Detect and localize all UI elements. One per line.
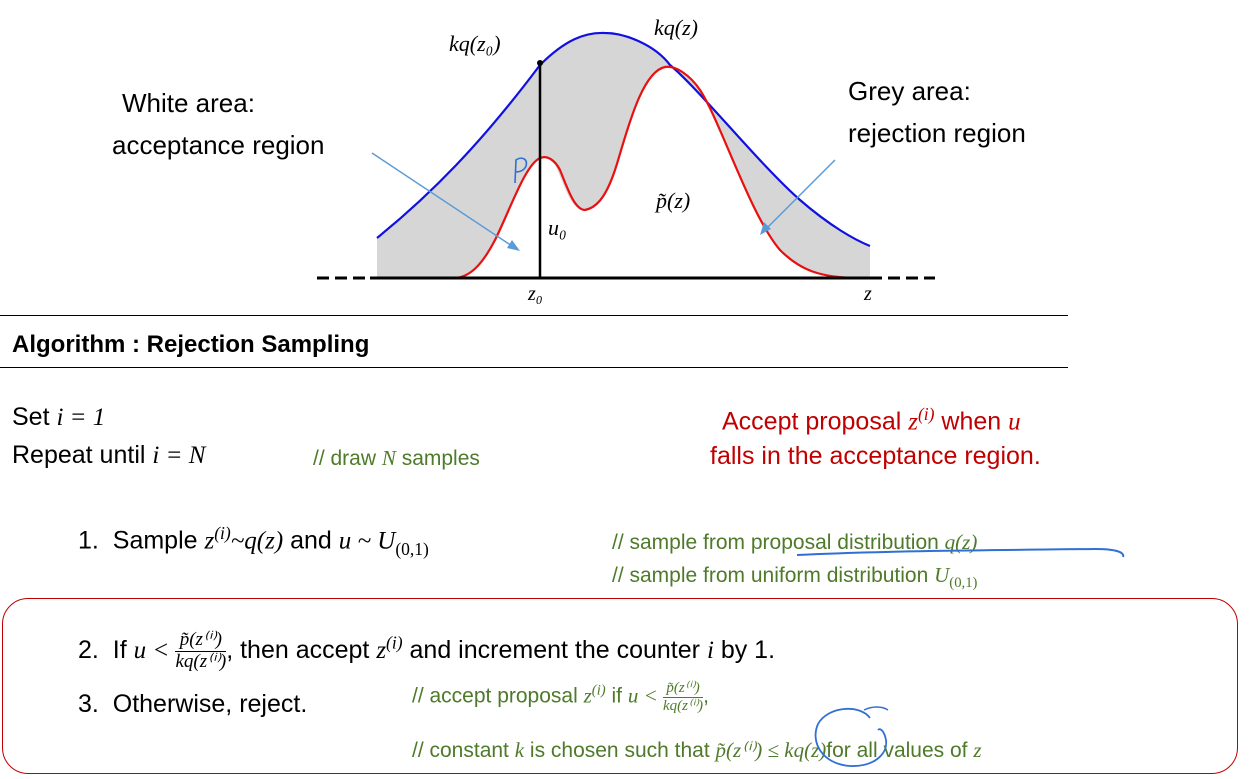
- rejection-region-fill: [377, 32, 870, 278]
- handwritten-underline: [796, 547, 1125, 558]
- step1-comment-proposal: // sample from proposal distribution q(z…: [612, 530, 978, 554]
- target-curve-ptilde: [454, 65, 861, 280]
- envelope-curve-kqz: [376, 31, 871, 248]
- rejection-arrowhead: [760, 222, 771, 235]
- step3-comment-fraction: p̃(z⁽ⁱ⁾) kq(z⁽ⁱ⁾): [663, 680, 704, 714]
- acceptance-arrowhead: [507, 240, 520, 251]
- grey-area-label-line2: rejection region: [848, 118, 1026, 148]
- label-u0: u₀: [548, 215, 567, 240]
- label-kq-z: kq(z): [654, 15, 698, 40]
- algorithm-top-rule: [0, 315, 1068, 316]
- algorithm-title: Algorithm : Rejection Sampling: [12, 331, 370, 358]
- repeat-comment: // draw N samples: [313, 446, 480, 470]
- step3-comment-accept: // accept proposal z(i) if u < p̃(z⁽ⁱ⁾) k…: [412, 680, 709, 714]
- step3-line: 3. Otherwise, reject.: [78, 690, 308, 718]
- grey-area-label-line1: Grey area:: [848, 76, 971, 106]
- acceptance-arrow: [371, 152, 516, 249]
- algorithm-bottom-rule: [0, 367, 1068, 368]
- highlight-box: [2, 598, 1238, 774]
- label-z: z: [864, 283, 872, 305]
- accept-note-line1: Accept proposal z(i) when u: [722, 404, 1021, 436]
- white-area-label-line1: White area:: [122, 88, 255, 118]
- step3-comment-constant: // constant k is chosen such that p̃(z⁽ⁱ…: [412, 738, 982, 762]
- white-area-label-line2: acceptance region: [112, 130, 325, 160]
- step2-fraction: p̃(z⁽ⁱ⁾) kq(z⁽ⁱ⁾): [175, 629, 227, 672]
- label-z0: z₀: [528, 283, 543, 305]
- rejection-sampling-figure: [317, 31, 935, 280]
- label-ptilde-z: p̃(z): [656, 188, 691, 213]
- step1-line: 1. Sample z(i)~q(z) and u ~ U(0,1): [78, 523, 429, 559]
- kqz0-point: [537, 60, 543, 66]
- rejection-arrow: [763, 159, 836, 232]
- handwritten-circle: [814, 706, 889, 767]
- repeat-line: Repeat until i = N: [12, 441, 206, 469]
- step2-line: 2. If u < p̃(z⁽ⁱ⁾) kq(z⁽ⁱ⁾), then accept …: [78, 629, 776, 672]
- set-line: Set i = 1: [12, 403, 106, 431]
- label-kq-z0: kq(z₀): [449, 31, 501, 56]
- proposal-distribution-underlined: proposal distribution: [750, 531, 945, 554]
- step1-comment-uniform: // sample from uniform distribution U(0,…: [612, 563, 978, 592]
- handwritten-p-mark: [514, 157, 528, 184]
- accept-note-line2: falls in the acceptance region.: [710, 442, 1041, 470]
- circled-ptilde: p̃(z⁽ⁱ⁾): [715, 738, 763, 762]
